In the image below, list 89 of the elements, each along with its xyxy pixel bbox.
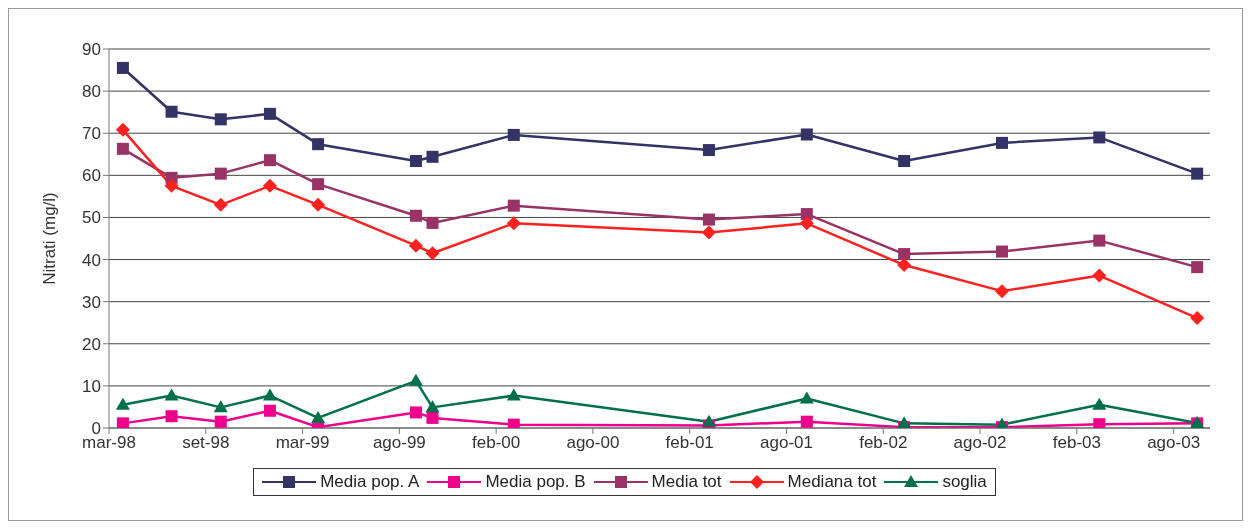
point: [408, 373, 423, 386]
point: [800, 415, 813, 428]
y-tick-label: 40: [82, 250, 101, 270]
point: [800, 208, 813, 221]
point: [116, 417, 129, 428]
point: [1093, 234, 1106, 247]
point: [425, 400, 440, 413]
point: [995, 245, 1008, 258]
point: [312, 178, 325, 191]
point: [164, 178, 179, 193]
x-tick-label: ago-99: [372, 433, 426, 453]
legend-label: Media pop. B: [485, 472, 586, 492]
point: [409, 155, 422, 168]
x-tick-label: ago-02: [953, 433, 1007, 453]
point: [262, 178, 277, 193]
point: [213, 400, 228, 413]
point: [116, 61, 129, 74]
point: [1092, 268, 1107, 283]
y-tick-label: 70: [82, 124, 101, 144]
x-tick-label: feb-02: [859, 433, 908, 453]
x-tick-label: mar-99: [275, 433, 330, 453]
legend-label: Media tot: [651, 472, 722, 492]
y-tick-label: 30: [82, 292, 101, 312]
point: [213, 197, 228, 212]
legend-label: Mediana tot: [787, 472, 877, 492]
point: [116, 142, 129, 155]
x-tick-label: feb-00: [472, 433, 521, 453]
point: [800, 128, 813, 141]
point: [425, 246, 440, 261]
y-tick-label: 80: [82, 82, 101, 102]
legend-label: soglia: [942, 472, 987, 492]
x-tick-label: ago-00: [566, 433, 620, 453]
point: [426, 150, 439, 163]
point: [426, 216, 439, 229]
point: [311, 197, 326, 212]
point: [702, 213, 715, 226]
point: [702, 144, 715, 157]
point: [898, 248, 911, 261]
point: [115, 397, 130, 410]
point: [262, 388, 277, 401]
x-tick-label: feb-01: [665, 433, 714, 453]
point: [165, 105, 178, 118]
y-tick-label: 50: [82, 208, 101, 228]
point: [263, 154, 276, 167]
x-tick-label: set-98: [182, 433, 230, 453]
point: [507, 128, 520, 141]
point: [263, 107, 276, 120]
point: [995, 136, 1008, 149]
point: [312, 138, 325, 151]
y-tick-label: 60: [82, 166, 101, 186]
x-tick-label: feb-03: [1052, 433, 1101, 453]
y-tick-label: 20: [82, 334, 101, 354]
y-tick-label: 10: [82, 376, 101, 396]
point: [214, 167, 227, 180]
point: [263, 404, 276, 417]
point: [1191, 261, 1204, 274]
point: [1093, 131, 1106, 144]
legend-label: Media pop. A: [320, 472, 420, 492]
point: [897, 258, 912, 273]
y-axis-title: Nitrati (mg/l): [40, 192, 60, 285]
point: [799, 391, 814, 404]
point: [1092, 397, 1107, 410]
point: [214, 113, 227, 126]
point: [506, 388, 521, 401]
x-tick-label: ago-01: [760, 433, 813, 453]
point: [426, 411, 439, 424]
point: [1191, 167, 1204, 180]
point: [115, 122, 130, 137]
point: [897, 416, 912, 428]
point: [701, 225, 716, 240]
point: [507, 418, 520, 428]
point: [898, 155, 911, 168]
y-tick-label: 90: [82, 40, 101, 60]
point: [506, 216, 521, 231]
point: [409, 406, 422, 419]
x-tick-label: ago-03: [1147, 433, 1201, 453]
point: [994, 284, 1009, 299]
point: [507, 199, 520, 212]
point: [214, 415, 227, 428]
point: [1093, 418, 1106, 428]
point: [701, 414, 716, 427]
point: [994, 417, 1009, 428]
point: [799, 216, 814, 231]
point: [409, 209, 422, 222]
point: [408, 238, 423, 253]
point: [165, 410, 178, 423]
point: [1190, 311, 1205, 326]
point: [164, 388, 179, 401]
point: [311, 410, 326, 423]
